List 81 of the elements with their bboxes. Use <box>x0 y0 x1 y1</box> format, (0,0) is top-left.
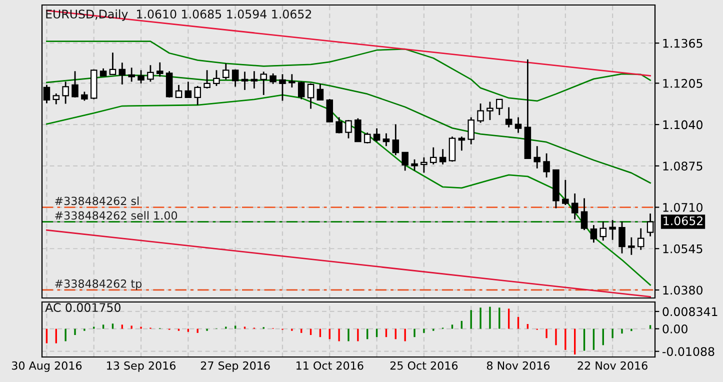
candlestick <box>138 69 144 84</box>
candlestick <box>382 132 390 147</box>
candlestick <box>402 152 408 172</box>
candlestick <box>260 70 268 96</box>
x-tick-label: 27 Sep 2016 <box>200 361 270 372</box>
candlestick <box>373 128 380 142</box>
candlestick <box>534 145 540 170</box>
candlestick <box>270 72 276 85</box>
candlestick <box>411 158 418 172</box>
candlestick <box>618 220 626 254</box>
ref-line-label: #338484262 sell 1.00 <box>55 211 178 220</box>
y-tick-label: 1.0380 <box>663 286 702 295</box>
x-tick-label: 30 Aug 2016 <box>12 361 82 372</box>
x-tick-label: 8 Nov 2016 <box>486 361 550 370</box>
candlestick <box>477 102 484 124</box>
candlestick <box>571 192 578 220</box>
candlestick <box>52 92 60 105</box>
line-series <box>46 40 651 102</box>
candlestick <box>175 84 182 98</box>
candlestick <box>637 228 644 251</box>
candlestick <box>241 70 248 91</box>
y-tick-label: 0.008341 <box>662 307 718 316</box>
candlestick <box>307 82 314 110</box>
y-tick-label: 1.1205 <box>663 78 702 88</box>
candlestick <box>118 62 126 86</box>
candlestick <box>600 220 607 242</box>
candlestick <box>354 118 362 142</box>
candlestick <box>204 69 210 90</box>
candlestick <box>590 224 598 244</box>
candlestick <box>326 98 334 122</box>
candlestick <box>316 83 324 101</box>
ref-line-label: #338484262 tp <box>55 279 142 290</box>
candlestick <box>279 73 286 102</box>
candlestick <box>336 116 342 134</box>
candlestick <box>213 69 220 87</box>
candlestick <box>128 66 135 82</box>
x-tick-label: 13 Sep 2016 <box>107 361 176 372</box>
candlestick <box>62 81 69 104</box>
x-tick-label: 25 Oct 2016 <box>390 361 458 370</box>
y-tick-label: 1.1040 <box>663 120 702 130</box>
candlestick <box>156 62 164 78</box>
candlestick <box>194 85 201 106</box>
y-tick-label: 1.0545 <box>663 244 702 254</box>
candlestick <box>147 64 154 82</box>
candlestick <box>222 62 230 80</box>
x-tick-label: 22 Nov 2016 <box>578 361 648 370</box>
chart-title: AC 0.001750 <box>45 303 120 312</box>
x-tick-label: 11 Oct 2016 <box>296 361 364 370</box>
candlestick <box>288 73 296 88</box>
candlestick <box>609 219 616 241</box>
candlestick <box>628 236 635 256</box>
ref-line-label: #338484262 sl <box>55 196 139 206</box>
candlestick <box>72 70 78 98</box>
y-tick-label: 0.00 <box>662 324 688 334</box>
candlestick <box>250 70 258 90</box>
candlestick <box>166 70 173 98</box>
candlestick <box>392 124 400 156</box>
candlestick <box>562 179 569 206</box>
candlestick <box>298 81 305 100</box>
candlestick <box>420 156 428 174</box>
y-tick-label: 1.0875 <box>663 162 702 171</box>
y-tick-label: 1.1365 <box>663 38 702 48</box>
candlestick <box>232 68 239 88</box>
y-tick-label: 1.0710 <box>663 202 702 212</box>
candlestick <box>430 146 437 166</box>
candlestick <box>543 152 550 178</box>
candlestick <box>184 81 192 98</box>
y-tick-label: -0.01088 <box>662 347 714 356</box>
candlestick <box>486 101 494 121</box>
ref-line-label: 1.0652 <box>664 216 702 226</box>
candlestick <box>580 198 588 231</box>
candlestick <box>468 116 474 146</box>
candlestick <box>496 98 503 116</box>
candlestick <box>439 148 446 166</box>
candlestick <box>505 106 512 128</box>
candlestick <box>448 136 456 162</box>
candlestick <box>514 116 522 134</box>
candlestick <box>109 52 116 76</box>
candlestick <box>345 119 352 140</box>
candlestick <box>81 91 88 102</box>
candlestick <box>364 132 371 144</box>
